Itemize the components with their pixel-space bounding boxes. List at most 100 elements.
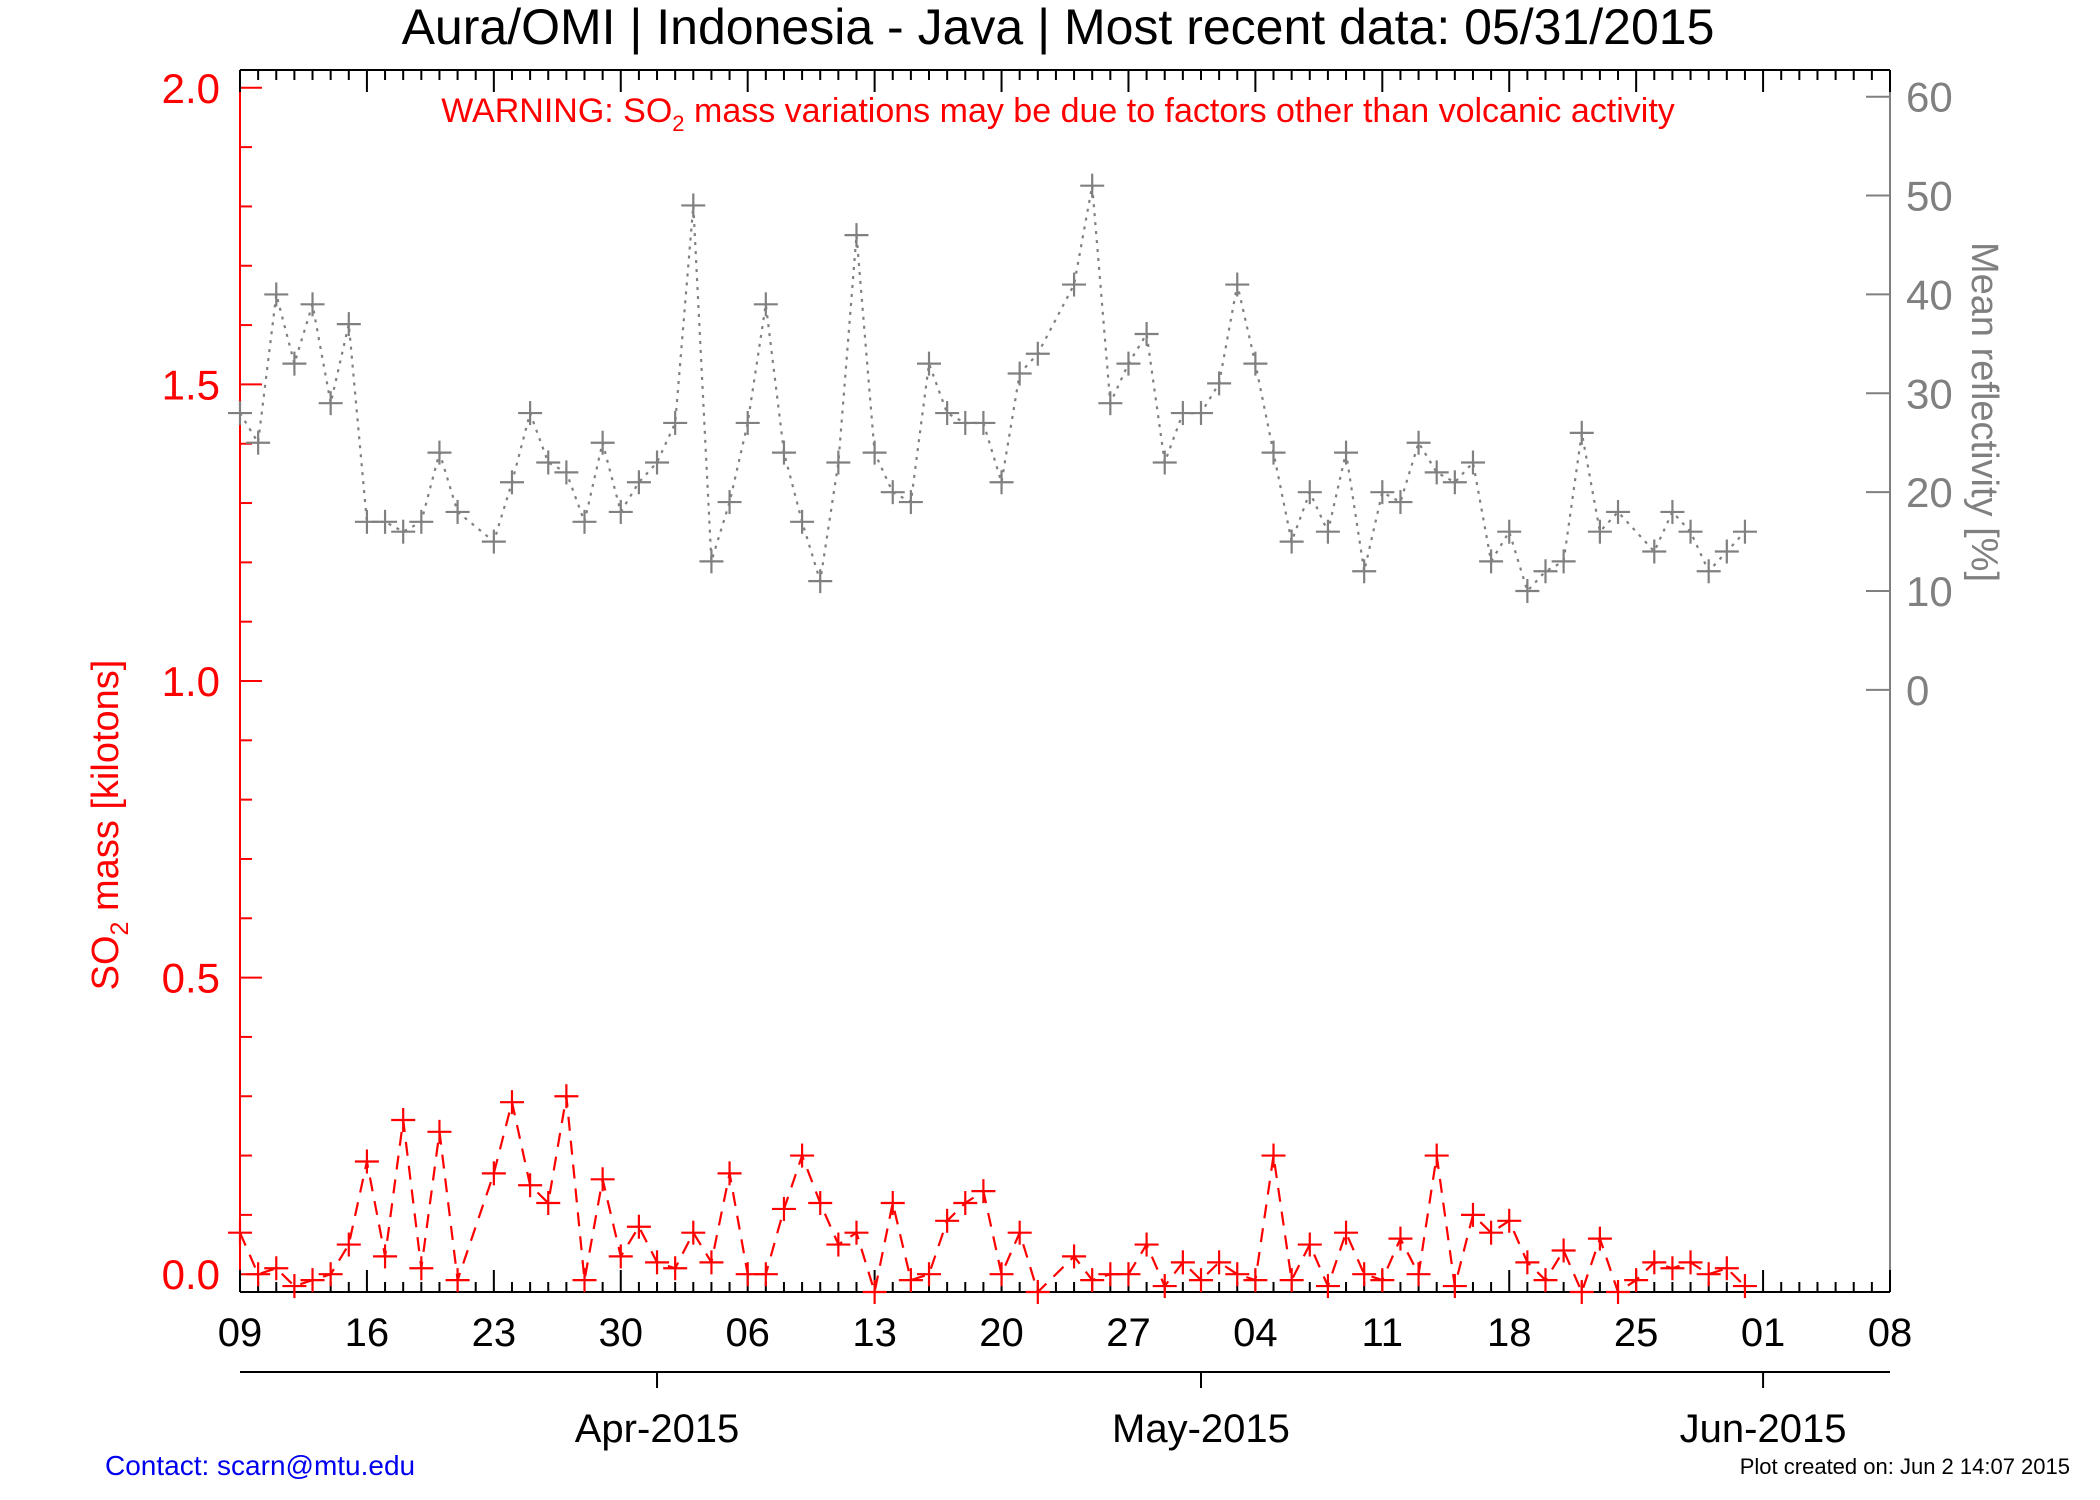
x-tick-label: 18 [1487, 1311, 1532, 1355]
x-tick-label: 08 [1868, 1311, 1913, 1355]
data-point-mean_reflectivity [1714, 539, 1739, 564]
right-tick-label: 50 [1906, 173, 1953, 220]
data-point-mean_reflectivity [1388, 490, 1413, 515]
data-point-mean_reflectivity [499, 470, 524, 495]
data-point-mean_reflectivity [717, 490, 742, 515]
data-point-so2_mass [753, 1262, 778, 1287]
data-point-so2_mass [844, 1220, 869, 1245]
data-point-mean_reflectivity [246, 430, 271, 455]
series-so2_mass [228, 1084, 1757, 1304]
data-point-mean_reflectivity [1188, 401, 1213, 426]
data-point-so2_mass [590, 1167, 615, 1192]
x-tick-label: 16 [345, 1311, 390, 1355]
data-point-mean_reflectivity [1243, 351, 1268, 376]
x-tick-label: 20 [979, 1311, 1024, 1355]
data-point-mean_reflectivity [1207, 371, 1232, 396]
data-point-mean_reflectivity [1479, 549, 1504, 574]
data-point-so2_mass [427, 1119, 452, 1144]
data-point-so2_mass [717, 1161, 742, 1186]
data-point-mean_reflectivity [771, 440, 796, 465]
data-point-mean_reflectivity [1660, 499, 1685, 524]
data-point-mean_reflectivity [1642, 539, 1667, 564]
data-point-so2_mass [1660, 1256, 1685, 1281]
data-point-so2_mass [1642, 1250, 1667, 1275]
data-point-so2_mass [1080, 1268, 1105, 1293]
data-point-mean_reflectivity [481, 529, 506, 554]
data-point-mean_reflectivity [1225, 272, 1250, 297]
left-tick-label: 1.0 [162, 658, 220, 705]
data-point-so2_mass [300, 1268, 325, 1293]
x-tick-label: 09 [218, 1311, 263, 1355]
data-point-mean_reflectivity [971, 410, 996, 435]
series-mean_reflectivity [228, 173, 1757, 604]
data-point-mean_reflectivity [1569, 420, 1594, 445]
x-tick-label: 06 [725, 1311, 770, 1355]
data-point-so2_mass [536, 1191, 561, 1216]
data-point-so2_mass [554, 1084, 579, 1109]
data-point-mean_reflectivity [808, 569, 833, 594]
data-point-mean_reflectivity [1406, 430, 1431, 455]
data-point-mean_reflectivity [1116, 351, 1141, 376]
data-point-so2_mass [391, 1107, 416, 1132]
data-point-mean_reflectivity [826, 450, 851, 475]
data-point-mean_reflectivity [645, 450, 670, 475]
left-tick-label: 0.5 [162, 955, 220, 1002]
data-point-so2_mass [318, 1262, 343, 1287]
data-point-mean_reflectivity [844, 223, 869, 248]
data-point-so2_mass [445, 1268, 470, 1293]
data-point-so2_mass [1062, 1244, 1087, 1269]
data-point-so2_mass [663, 1256, 688, 1281]
contact-link[interactable]: Contact: scarn@mtu.edu [105, 1450, 416, 1481]
data-point-mean_reflectivity [300, 292, 325, 317]
right-tick-label: 40 [1906, 271, 1953, 318]
data-point-so2_mass [481, 1161, 506, 1186]
data-point-so2_mass [971, 1179, 996, 1204]
data-point-so2_mass [681, 1220, 706, 1245]
x-tick-label: 11 [1362, 1311, 1404, 1355]
data-point-mean_reflectivity [1007, 361, 1032, 386]
x-tick-label: 23 [472, 1311, 517, 1355]
data-point-mean_reflectivity [264, 282, 289, 307]
data-point-mean_reflectivity [228, 401, 252, 426]
warning-text: WARNING: SO2 mass variations may be due … [441, 92, 1675, 136]
right-tick-label: 60 [1906, 74, 1953, 121]
data-point-so2_mass [880, 1191, 905, 1216]
data-point-so2_mass [645, 1250, 670, 1275]
x-tick-label: 13 [852, 1311, 897, 1355]
data-point-so2_mass [1261, 1143, 1286, 1168]
data-point-so2_mass [1551, 1238, 1576, 1263]
data-point-mean_reflectivity [898, 490, 923, 515]
data-point-mean_reflectivity [554, 460, 579, 485]
data-point-mean_reflectivity [1334, 440, 1359, 465]
x-tick-label: 04 [1233, 1311, 1278, 1355]
left-tick-label: 0.0 [162, 1251, 220, 1298]
data-point-so2_mass [1207, 1250, 1232, 1275]
data-point-so2_mass [1424, 1143, 1449, 1168]
data-point-mean_reflectivity [518, 401, 543, 426]
data-point-mean_reflectivity [1587, 519, 1612, 544]
data-point-mean_reflectivity [1424, 460, 1449, 485]
data-point-so2_mass [1025, 1280, 1050, 1304]
data-point-so2_mass [1334, 1220, 1359, 1245]
data-point-mean_reflectivity [1497, 519, 1522, 544]
month-label: May-2015 [1112, 1407, 1290, 1451]
data-point-so2_mass [409, 1256, 434, 1281]
data-point-mean_reflectivity [663, 410, 688, 435]
data-point-so2_mass [953, 1191, 978, 1216]
x-tick-label: 30 [599, 1311, 644, 1355]
data-point-so2_mass [1116, 1262, 1141, 1287]
data-point-so2_mass [1225, 1262, 1250, 1287]
data-point-mean_reflectivity [1315, 519, 1340, 544]
data-point-mean_reflectivity [282, 351, 307, 376]
data-point-so2_mass [1479, 1220, 1504, 1245]
data-point-mean_reflectivity [681, 193, 706, 218]
data-point-mean_reflectivity [1134, 321, 1159, 346]
data-point-mean_reflectivity [1062, 272, 1087, 297]
data-point-mean_reflectivity [536, 450, 561, 475]
warning-prefix: WARNING: SO [441, 92, 672, 130]
right-axis: 0 10 20 30 40 50 60 [1866, 74, 1953, 714]
data-point-mean_reflectivity [753, 292, 778, 317]
month-label: Jun-2015 [1680, 1407, 1847, 1451]
left-axis: 0.0 0.5 1.0 1.5 2.0 [162, 65, 262, 1298]
